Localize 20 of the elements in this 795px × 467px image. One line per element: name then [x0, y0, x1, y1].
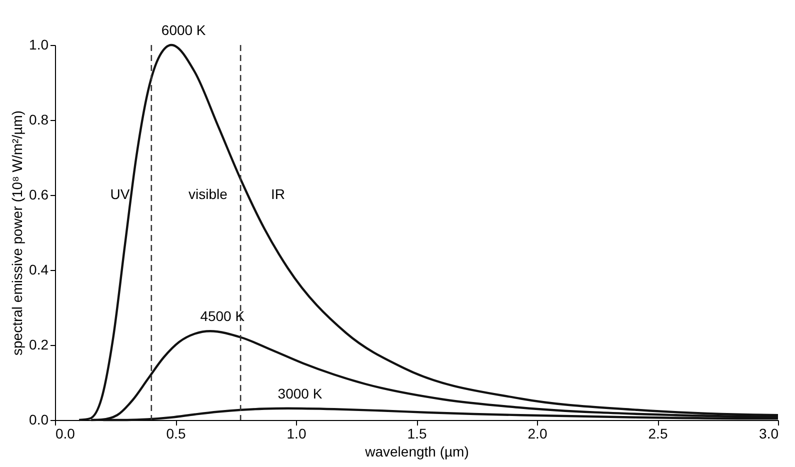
- y-axis-title: spectral emissive power (10⁸ W/m²/µm): [9, 110, 26, 356]
- y-tick-label: 0.2: [29, 336, 49, 352]
- x-tick-label: 0.5: [166, 426, 186, 442]
- series-label: 3000 K: [278, 385, 323, 402]
- y-tick-label: 0.6: [29, 186, 49, 202]
- x-tick-label: 1.0: [286, 426, 306, 442]
- x-tick-label: 2.5: [648, 426, 668, 442]
- x-tick-label: 0.0: [56, 426, 76, 442]
- x-axis-title: wavelength (µm): [364, 444, 469, 460]
- y-tick-label: 0.0: [29, 412, 49, 428]
- y-tick-label: 1.0: [29, 36, 49, 52]
- x-tick-label: 2.0: [528, 426, 548, 442]
- x-tick-label: 3.0: [759, 426, 779, 442]
- annotation: IR: [271, 186, 285, 202]
- y-tick-label: 0.4: [29, 262, 49, 278]
- annotation: visible: [188, 186, 228, 202]
- y-tick-label: 0.8: [29, 112, 49, 128]
- series-label: 6000 K: [161, 22, 206, 38]
- x-tick-label: 1.5: [407, 426, 427, 442]
- annotation: UV: [110, 186, 130, 202]
